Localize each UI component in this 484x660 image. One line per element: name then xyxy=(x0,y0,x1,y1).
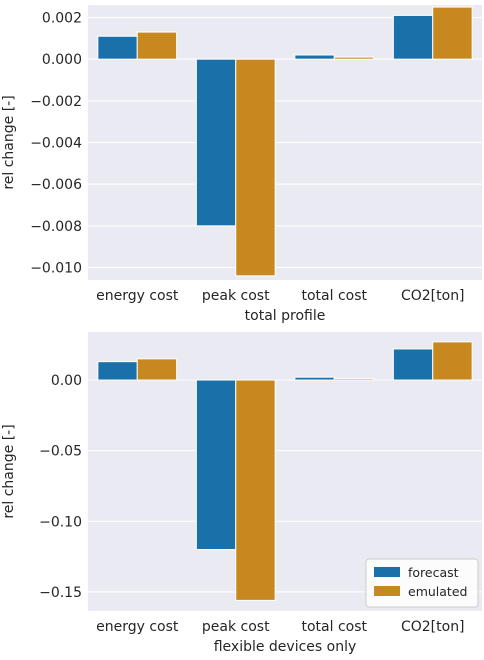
bar-forecast xyxy=(195,379,237,551)
bar-emulated xyxy=(432,341,473,381)
y-tick-label: −0.10 xyxy=(39,514,82,530)
x-tick-label: peak cost xyxy=(202,619,270,635)
y-tick-label: −0.006 xyxy=(30,177,82,193)
chart-total-profile: 0.002 0.000 −0.002 −0.004 −0.006 −0.008 −0.010… xyxy=(1,5,482,324)
y-tick-label: −0.004 xyxy=(30,136,82,152)
y-tick-label: −0.002 xyxy=(30,94,82,110)
bar-forecast xyxy=(392,14,434,60)
y-tick-label: 0.002 xyxy=(42,11,82,27)
x-axis-label: flexible devices only xyxy=(214,639,357,655)
y-axis-label: rel change [-] xyxy=(1,95,17,189)
bar-emulated xyxy=(235,58,276,277)
bar-emulated xyxy=(235,379,276,601)
legend-swatch-forecast xyxy=(374,567,400,577)
bar-emulated xyxy=(333,56,375,60)
legend: forecast emulated xyxy=(365,558,479,608)
x-tick-label: total cost xyxy=(301,288,367,304)
x-tick-label: CO2[ton] xyxy=(401,619,465,635)
bar-forecast xyxy=(294,376,335,381)
x-tick-label: energy cost xyxy=(96,288,179,304)
y-tick-label: −0.010 xyxy=(30,261,82,277)
y-tick-label: 0.000 xyxy=(42,52,82,68)
bar-emulated xyxy=(432,6,473,60)
legend-swatch-emulated xyxy=(374,586,400,596)
y-axis-label: rel change [-] xyxy=(1,424,17,518)
bar-forecast xyxy=(97,361,138,381)
bar-emulated xyxy=(136,358,178,381)
x-axis-label: total profile xyxy=(245,308,326,324)
x-tick-label: energy cost xyxy=(96,619,179,635)
bar-emulated xyxy=(136,31,178,60)
bar-forecast xyxy=(294,54,335,60)
x-tick-label: CO2[ton] xyxy=(401,288,465,304)
bar-forecast xyxy=(195,58,237,227)
chart-flexible-devices: 0.00 −0.05 −0.10 −0.15 energy cost peak cost t… xyxy=(1,332,482,655)
legend-label-emulated: emulated xyxy=(408,584,467,599)
bar-forecast xyxy=(392,348,434,381)
y-tick-label: −0.05 xyxy=(39,444,82,460)
bar-forecast xyxy=(97,35,138,60)
legend-label-forecast: forecast xyxy=(408,565,459,580)
x-tick-label: total cost xyxy=(301,619,367,635)
x-tick-label: peak cost xyxy=(202,288,270,304)
y-tick-label: −0.008 xyxy=(30,219,82,235)
bar-emulated xyxy=(333,378,375,381)
y-tick-label: 0.00 xyxy=(51,373,82,389)
y-tick-label: −0.15 xyxy=(39,585,82,601)
